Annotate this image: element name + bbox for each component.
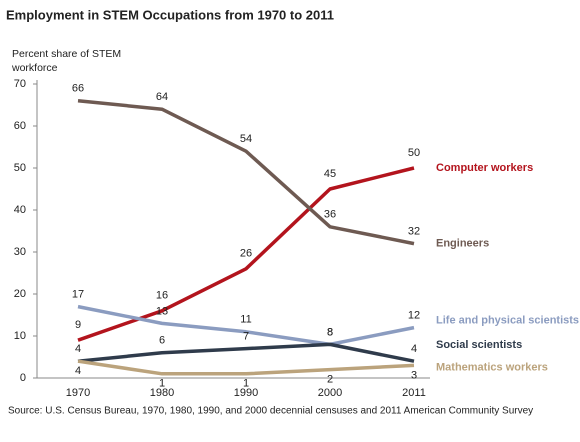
data-label: 7 <box>243 331 249 343</box>
data-label: 17 <box>72 289 84 301</box>
data-label: 1 <box>243 378 249 390</box>
chart-title: Employment in STEM Occupations from 1970… <box>6 7 334 22</box>
y-axis-label: Percent share of STEM workforce <box>12 48 122 74</box>
data-label: 13 <box>156 305 168 317</box>
x-tick-label: 2011 <box>402 387 426 399</box>
y-tick-label: 0 <box>20 372 26 384</box>
x-tick-label: 2000 <box>318 387 342 399</box>
y-tick-label: 30 <box>14 246 26 258</box>
y-tick-label: 70 <box>14 78 26 90</box>
series-line <box>77 342 415 363</box>
x-tick-label: 1970 <box>66 387 90 399</box>
data-label: 4 <box>75 365 81 377</box>
data-label: 36 <box>324 209 336 221</box>
y-tick-label: 20 <box>14 288 26 300</box>
x-tick-label: 1980 <box>150 387 174 399</box>
y-tick-label: 60 <box>14 120 26 132</box>
data-label: 54 <box>240 133 252 145</box>
data-label: 16 <box>156 290 168 302</box>
data-label: 26 <box>240 248 252 260</box>
data-label: 4 <box>411 343 417 355</box>
series-line <box>77 99 415 246</box>
data-label: 45 <box>324 168 336 180</box>
y-tick-label: 50 <box>14 162 26 174</box>
data-label: 66 <box>72 83 84 95</box>
series-label: Engineers <box>436 238 489 250</box>
data-label: 1 <box>159 378 165 390</box>
series-label: Computer workers <box>436 162 533 174</box>
data-label: 12 <box>408 310 420 322</box>
data-label: 9 <box>75 319 81 331</box>
data-label: 50 <box>408 147 420 159</box>
series-label: Life and physical scientists <box>436 315 579 327</box>
data-label: 8 <box>327 326 333 338</box>
data-label: 6 <box>159 335 165 347</box>
series-line <box>77 359 415 376</box>
x-tick-label: 1990 <box>234 387 258 399</box>
y-tick-label: 10 <box>14 330 26 342</box>
series-line <box>77 166 415 342</box>
data-label: 11 <box>240 314 251 326</box>
series-label: Social scientists <box>436 339 522 351</box>
source-note: Source: U.S. Census Bureau, 1970, 1980, … <box>8 406 533 417</box>
y-tick-label: 40 <box>14 204 26 216</box>
data-label: 8 <box>327 326 333 338</box>
data-label: 32 <box>408 226 420 238</box>
data-label: 3 <box>411 369 417 381</box>
data-label: 64 <box>156 91 168 103</box>
data-label: 2 <box>327 374 333 386</box>
data-label: 4 <box>75 343 81 355</box>
series-label: Mathematics workers <box>436 361 548 373</box>
series-line <box>77 304 415 347</box>
